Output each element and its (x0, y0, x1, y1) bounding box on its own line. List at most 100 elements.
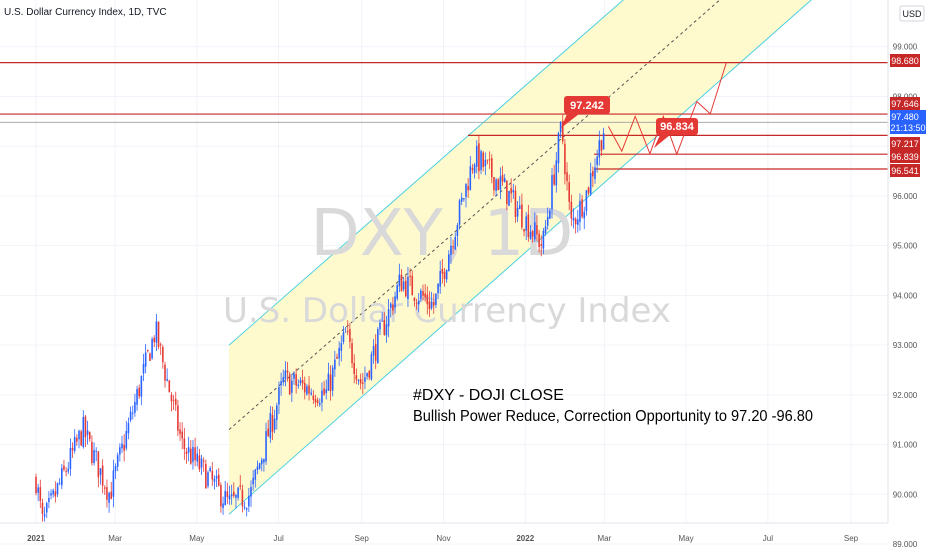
candle (256, 460, 259, 475)
candle (501, 165, 504, 186)
candle-body (198, 455, 201, 470)
candle-body (439, 271, 441, 287)
candle-body (250, 487, 252, 497)
candle (387, 298, 390, 338)
time-axis[interactable]: 2021 Mar May Jul Sep Nov 2022 Mar May Jul Sep (27, 534, 859, 543)
x-tick-label: Sep (355, 534, 370, 543)
candle (553, 164, 555, 187)
candle-body (493, 177, 495, 191)
candle (566, 162, 568, 191)
candle-body (140, 376, 143, 397)
candle (310, 388, 312, 396)
price-label-r2: 97.646 (890, 97, 920, 110)
price-label-last: 97.480 21:13:50 (890, 110, 926, 134)
candle-body (61, 468, 63, 486)
candle (488, 151, 491, 169)
candle (69, 438, 72, 476)
candle-body (235, 495, 237, 498)
candle-body (368, 371, 371, 378)
candle-body (409, 275, 411, 277)
y-tick-label: 91.000 (893, 441, 918, 450)
price-label-s1: 97.217 (890, 137, 920, 150)
candle (237, 486, 239, 501)
candle (52, 488, 54, 498)
candle-body (325, 389, 328, 394)
candle-body (359, 379, 362, 384)
candle (147, 349, 149, 353)
candle-body (248, 495, 250, 507)
candle (239, 474, 242, 491)
candle-body (211, 470, 214, 480)
candle (205, 459, 207, 489)
candle (131, 405, 134, 420)
candle-body (405, 280, 407, 297)
candle-body (260, 459, 263, 465)
channel-upper-line (228, 0, 624, 346)
candle (546, 207, 549, 230)
candle-body (205, 463, 207, 489)
candle-body (385, 324, 388, 336)
candle (293, 371, 295, 385)
candle (190, 440, 192, 465)
candle (48, 490, 50, 509)
x-tick-label: 2021 (27, 534, 45, 543)
callout-high-label: 97.242 (570, 100, 604, 112)
x-tick-label: 2022 (516, 534, 534, 543)
candle-body (585, 190, 588, 211)
candle (260, 457, 263, 472)
candle (172, 395, 175, 411)
candle-body (196, 453, 199, 462)
candle (555, 152, 558, 193)
candle-body (471, 168, 474, 171)
candle-body (237, 487, 239, 498)
candle-body (288, 374, 291, 395)
candle-body (174, 398, 177, 405)
candle-body (312, 395, 315, 400)
candle-body (349, 329, 351, 342)
currency-button[interactable] (899, 5, 925, 22)
candle-body (50, 493, 52, 496)
candle-body (366, 373, 368, 377)
candle (377, 327, 379, 364)
candle (570, 194, 573, 227)
candle-body (448, 254, 450, 272)
candle-body (269, 412, 272, 439)
candle (58, 478, 61, 486)
candle (540, 235, 543, 257)
candle-body (400, 274, 403, 292)
candle (123, 434, 125, 462)
candle (409, 268, 411, 287)
candle (282, 369, 285, 386)
candle (213, 475, 216, 490)
candle-body (495, 179, 497, 191)
projection-path (607, 62, 727, 156)
candle (88, 431, 91, 442)
candle (452, 239, 454, 255)
candle-body (561, 120, 564, 142)
candle (35, 473, 37, 496)
candle (288, 372, 291, 395)
candle-body (254, 469, 257, 480)
candle (329, 365, 332, 401)
candle (215, 469, 218, 488)
price-label-s2: 96.839 (890, 150, 920, 163)
candle (286, 361, 289, 382)
candle-body (594, 167, 596, 180)
candle-body (58, 482, 61, 484)
candle (95, 447, 97, 462)
price-axis-ticks: 89.000 90.000 91.000 92.000 93.000 94.000 95.0… (893, 43, 918, 549)
candle (50, 489, 52, 500)
price-axis[interactable] (888, 0, 932, 550)
candle-body (101, 465, 104, 486)
candle (383, 311, 386, 336)
candle-body (499, 176, 502, 190)
candle-body (228, 495, 231, 500)
candle-body (37, 487, 39, 493)
candle (170, 392, 173, 412)
candle (276, 402, 278, 430)
candle (222, 496, 224, 515)
y-tick-label: 95.000 (893, 242, 918, 251)
candle (220, 482, 222, 513)
candle (512, 183, 515, 199)
